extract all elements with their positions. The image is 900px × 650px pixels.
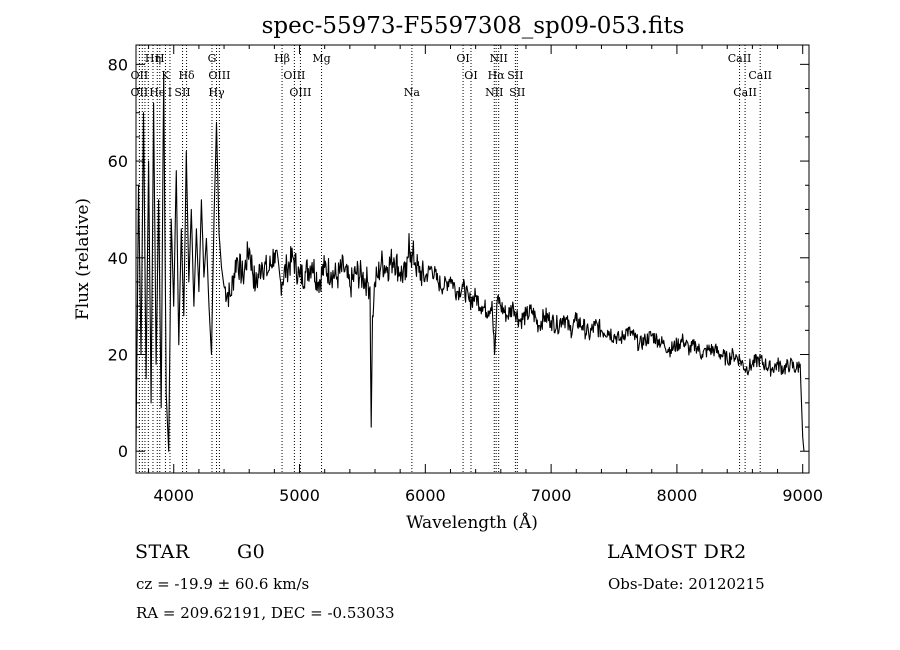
y-tick-label: 80 [108, 55, 128, 74]
chart-title: spec-55973-F5597308_sp09-053.fits [262, 13, 685, 39]
x-tick-label: 4000 [153, 486, 194, 505]
spectral-line-label: CaII [748, 69, 772, 82]
x-tick-label: 9000 [782, 486, 823, 505]
x-tick-label: 5000 [279, 486, 320, 505]
spectral-line-label: Hβ [274, 52, 290, 65]
spectral-line-label: G [208, 52, 217, 65]
spectrum-line [135, 73, 805, 452]
spectral-line-label: Hη [145, 52, 161, 65]
x-tick-label: 6000 [405, 486, 446, 505]
object-class: STAR [135, 541, 190, 563]
survey-name: LAMOST DR2 [607, 541, 747, 563]
x-tick-label: 8000 [657, 486, 698, 505]
marker-lines [138, 45, 761, 473]
spectral-line-label: OII [131, 69, 149, 82]
spectral-line-label: OIII [283, 69, 305, 82]
spectral-line-label: OIII [208, 69, 230, 82]
spectral-line-label: OI [464, 69, 477, 82]
spectral-line-label: He [149, 86, 165, 99]
redshift-readout: cz = -19.9 ± 60.6 km/s [136, 575, 310, 593]
x-tick-label: 7000 [531, 486, 572, 505]
spectral-line-label: CaII [728, 52, 752, 65]
spectral-line-label: Hα [488, 69, 506, 82]
spectral-line-label: OI [456, 52, 469, 65]
spectral-line-label: OIII [289, 86, 311, 99]
x-axis-label: Wavelength (Å) [406, 512, 538, 533]
spectral-line-label: Hδ [178, 69, 195, 82]
spectral-line-label: NII [485, 86, 503, 99]
spectral-line-label: Hγ [208, 86, 225, 99]
spectral-line-label: Mg [312, 52, 330, 65]
y-tick-label: 40 [108, 249, 128, 268]
spectral-line-label: SII [509, 86, 525, 99]
y-axis-label: Flux (relative) [73, 198, 93, 320]
spectral-line-label: K [161, 69, 170, 82]
spectral-line-label: I [168, 86, 172, 99]
series-layer [135, 73, 805, 452]
spectral-line-label: SII [507, 69, 523, 82]
spectral-line-label: CaII [733, 86, 757, 99]
spectral-line-label: H [155, 52, 165, 65]
x-axis-ticks: 4000 5000 6000 7000 8000 9000 [148, 45, 823, 505]
y-tick-label: 20 [108, 346, 128, 365]
y-axis-ticks: 0 20 40 60 80 [108, 55, 809, 461]
subclass: G0 [237, 541, 266, 563]
y-tick-label: 60 [108, 152, 128, 171]
spectral-line-label: Na [404, 86, 421, 99]
spectral-line-label: SII [174, 86, 190, 99]
plot-frame [135, 44, 810, 474]
spectral-line-label: OII [131, 86, 149, 99]
coordinates: RA = 209.62191, DEC = -0.53033 [136, 604, 395, 622]
y-tick-label: 0 [118, 442, 128, 461]
obs-date: Obs-Date: 20120215 [608, 575, 765, 593]
spectral-line-label: NII [490, 52, 508, 65]
